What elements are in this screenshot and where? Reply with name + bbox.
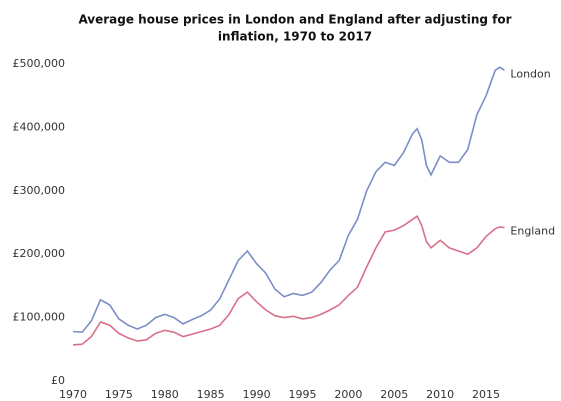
x-tick-label: 1985 [197, 388, 225, 401]
x-tick-label: 2000 [334, 388, 362, 401]
y-tick-label: £300,000 [13, 184, 66, 197]
x-tick-label: 1995 [288, 388, 316, 401]
x-tick-label: 2005 [380, 388, 408, 401]
x-tick-label: 2015 [472, 388, 500, 401]
series-line [72, 66, 505, 334]
y-tick-label: £200,000 [13, 247, 66, 260]
chart-title: Average house prices in London and Engla… [78, 13, 511, 27]
chart-title: inflation, 1970 to 2017 [218, 30, 372, 44]
x-tick-label: 1980 [151, 388, 179, 401]
y-tick-label: £0 [51, 374, 65, 387]
x-tick-label: 1975 [105, 388, 133, 401]
series-line [72, 215, 505, 346]
x-tick-label: 2010 [426, 388, 454, 401]
y-tick-label: £500,000 [13, 57, 66, 70]
y-tick-label: £100,000 [13, 311, 66, 324]
series-label: England [510, 225, 555, 238]
y-tick-label: £400,000 [13, 120, 66, 133]
series-label: London [510, 67, 550, 80]
x-tick-label: 1990 [243, 388, 271, 401]
x-tick-label: 1970 [59, 388, 87, 401]
